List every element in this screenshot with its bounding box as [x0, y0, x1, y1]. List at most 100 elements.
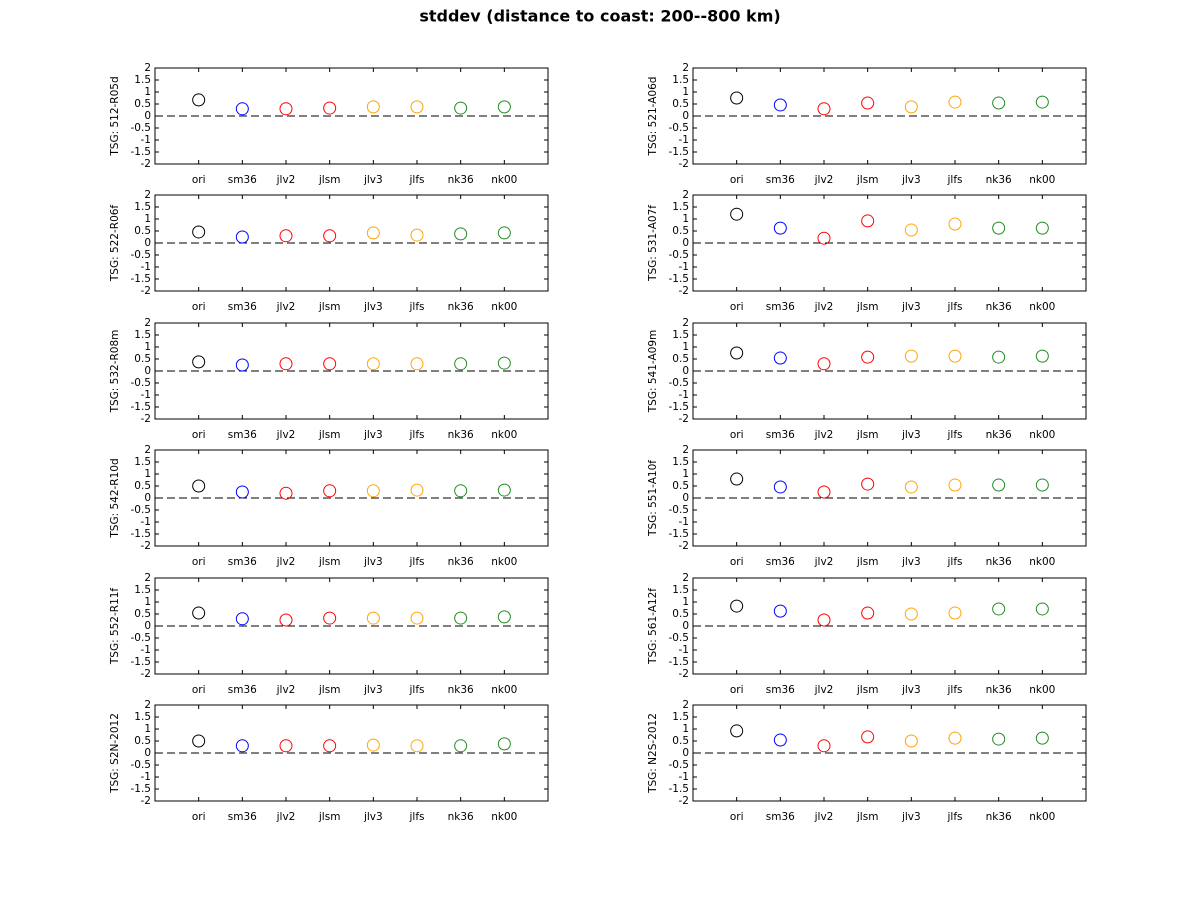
y-tick-label: -1 — [679, 771, 689, 783]
x-tick-label: jlv3 — [901, 684, 921, 696]
y-tick-label: -1.5 — [669, 528, 690, 540]
y-tick-label: 1 — [682, 213, 689, 225]
point — [323, 229, 337, 243]
point — [410, 739, 424, 753]
y-axis-label: TSG: S2N-2012 — [109, 713, 121, 794]
y-axis-label: TSG: 542-R10d — [109, 458, 121, 538]
point — [861, 214, 875, 228]
x-tick-label: nk00 — [1029, 429, 1055, 441]
x-tick-label: sm36 — [228, 174, 257, 186]
x-tick-label: sm36 — [766, 684, 795, 696]
x-tick-label: jlsm — [318, 556, 341, 568]
point — [497, 226, 511, 240]
point — [366, 611, 380, 625]
y-tick-label: -2 — [679, 158, 689, 170]
y-tick-label: -0.5 — [669, 122, 690, 134]
y-tick-label: 0 — [144, 620, 151, 632]
point — [1035, 731, 1049, 745]
point — [992, 732, 1006, 746]
y-tick-label: -0.5 — [669, 377, 690, 389]
point — [366, 100, 380, 114]
y-tick-label: -1 — [141, 134, 151, 146]
x-tick-label: nk00 — [491, 556, 517, 568]
y-tick-label: 1 — [682, 468, 689, 480]
x-tick-label: nk00 — [1029, 811, 1055, 823]
point — [730, 472, 744, 486]
point — [279, 229, 293, 243]
x-tick-label: jlfs — [946, 811, 962, 823]
y-tick-label: 0.5 — [672, 98, 689, 110]
y-tick-label: 1 — [144, 86, 151, 98]
x-tick-label: nk00 — [491, 811, 517, 823]
x-tick-label: jlsm — [318, 429, 341, 441]
x-tick-label: jlv2 — [276, 556, 296, 568]
point — [904, 734, 918, 748]
x-tick-label: sm36 — [228, 684, 257, 696]
x-tick-label: jlv3 — [363, 429, 383, 441]
y-tick-label: -0.5 — [131, 759, 152, 771]
y-tick-label: -1 — [141, 389, 151, 401]
point — [1035, 478, 1049, 492]
y-axis-label: TSG: 561-A12f — [647, 588, 659, 665]
point — [817, 739, 831, 753]
y-tick-label: 0 — [682, 620, 689, 632]
point — [773, 98, 787, 112]
point — [861, 477, 875, 491]
y-tick-label: 1.5 — [134, 74, 151, 86]
x-tick-label: jlv3 — [901, 301, 921, 313]
point — [817, 231, 831, 245]
point — [817, 357, 831, 371]
point — [730, 724, 744, 738]
y-tick-label: 0 — [682, 365, 689, 377]
y-tick-label: -2 — [141, 158, 151, 170]
x-tick-label: ori — [730, 811, 744, 823]
y-tick-label: 0 — [144, 747, 151, 759]
y-tick-label: -2 — [141, 668, 151, 680]
point — [861, 350, 875, 364]
x-tick-label: jlv2 — [814, 811, 834, 823]
x-tick-label: sm36 — [766, 174, 795, 186]
y-tick-label: -1.5 — [669, 656, 690, 668]
x-tick-label: sm36 — [228, 429, 257, 441]
y-tick-label: 1 — [682, 341, 689, 353]
point — [948, 731, 962, 745]
y-tick-label: 0 — [682, 747, 689, 759]
point — [410, 357, 424, 371]
y-tick-label: -2 — [141, 413, 151, 425]
point — [904, 223, 918, 237]
x-tick-label: jlv3 — [901, 429, 921, 441]
point — [773, 221, 787, 235]
y-tick-label: -1 — [679, 389, 689, 401]
y-tick-label: -1.5 — [131, 146, 152, 158]
point — [192, 606, 206, 620]
y-tick-label: 0.5 — [134, 608, 151, 620]
y-tick-label: -1 — [679, 516, 689, 528]
point — [497, 737, 511, 751]
x-tick-label: sm36 — [228, 556, 257, 568]
y-tick-label: 0.5 — [672, 353, 689, 365]
x-tick-label: ori — [730, 556, 744, 568]
y-tick-label: 2 — [682, 62, 689, 74]
x-tick-label: jlv3 — [901, 556, 921, 568]
y-tick-label: -0.5 — [131, 632, 152, 644]
y-tick-label: 1 — [682, 723, 689, 735]
y-tick-label: 1.5 — [134, 201, 151, 213]
x-tick-label: ori — [730, 684, 744, 696]
x-tick-label: ori — [730, 301, 744, 313]
y-tick-label: -1.5 — [669, 401, 690, 413]
y-axis-label: TSG: 521-A06d — [647, 77, 659, 157]
x-tick-label: jlv3 — [901, 174, 921, 186]
point — [773, 733, 787, 747]
x-tick-label: jlfs — [408, 429, 424, 441]
point — [410, 483, 424, 497]
y-tick-label: -2 — [141, 795, 151, 807]
x-tick-label: jlv2 — [814, 301, 834, 313]
point — [817, 613, 831, 627]
y-tick-label: -0.5 — [669, 249, 690, 261]
y-tick-label: 1 — [682, 86, 689, 98]
x-tick-label: nk00 — [491, 174, 517, 186]
point — [861, 606, 875, 620]
point — [410, 100, 424, 114]
y-tick-label: 1.5 — [134, 329, 151, 341]
point — [192, 734, 206, 748]
